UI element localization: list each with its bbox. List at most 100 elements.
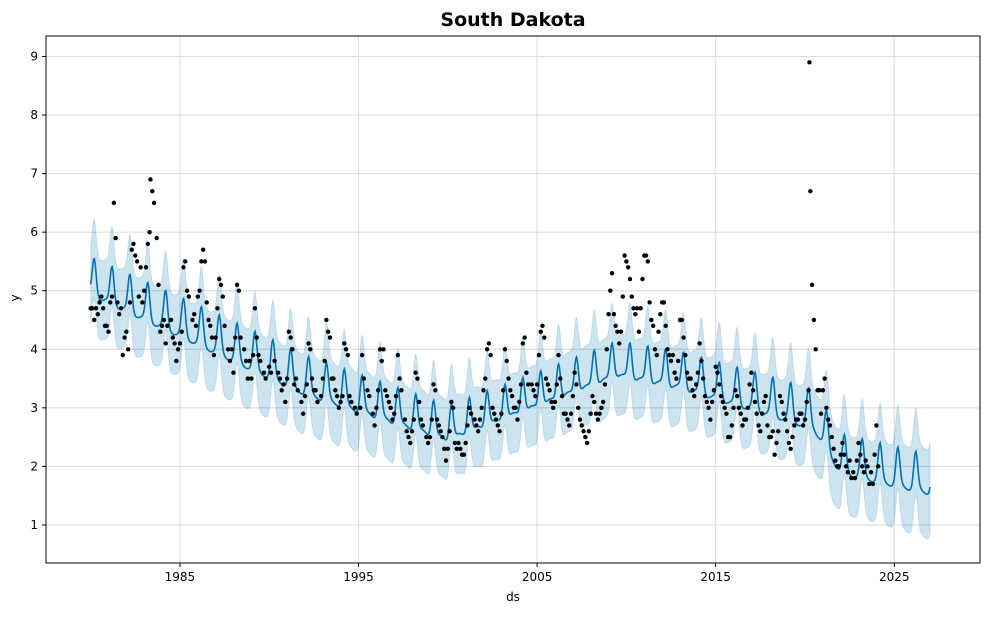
observed-point <box>449 399 454 405</box>
observed-point <box>458 446 463 452</box>
observed-point <box>467 405 472 411</box>
observed-point <box>508 388 513 393</box>
observed-point <box>217 276 222 282</box>
observed-point <box>100 306 106 311</box>
observed-point <box>242 347 247 352</box>
observed-point <box>272 358 277 364</box>
observed-point <box>804 399 809 405</box>
observed-point <box>131 241 136 247</box>
observed-point <box>334 393 340 399</box>
observed-point <box>672 370 677 375</box>
x-tick-label: 1985 <box>165 570 196 584</box>
observed-point <box>715 370 720 375</box>
observed-point <box>492 411 497 416</box>
observed-point <box>820 388 826 393</box>
observed-point <box>425 440 431 446</box>
observed-point <box>393 393 399 399</box>
observed-point <box>197 288 202 293</box>
observed-point <box>309 376 315 381</box>
observed-point <box>783 417 788 422</box>
observed-point <box>697 341 702 346</box>
observed-point <box>763 393 768 399</box>
observed-point <box>759 411 765 416</box>
observed-point <box>754 411 759 416</box>
observed-point <box>381 347 386 352</box>
observed-point <box>683 352 688 358</box>
observed-point <box>717 382 722 387</box>
observed-point <box>397 376 402 381</box>
observed-point <box>706 405 711 411</box>
observed-point <box>190 317 195 323</box>
observed-point <box>599 405 604 411</box>
observed-point <box>520 341 526 346</box>
observed-point <box>786 440 792 446</box>
observed-point <box>158 329 163 334</box>
observed-point <box>97 300 102 305</box>
observed-point <box>172 341 177 346</box>
observed-point <box>475 429 481 434</box>
ticks-layer: 1985 1995 2005 2015 2025 1 2 3 4 5 6 7 8 9 <box>30 49 909 584</box>
observed-point <box>359 352 365 358</box>
observed-point <box>150 188 155 194</box>
observed-point <box>629 294 634 299</box>
observed-point <box>222 323 227 329</box>
observed-point <box>277 376 283 381</box>
observed-point <box>575 405 581 411</box>
observed-point <box>117 311 122 317</box>
observed-point <box>261 370 267 375</box>
observed-point <box>608 288 613 293</box>
observed-point <box>615 329 620 334</box>
observed-point <box>283 399 288 405</box>
observed-point <box>218 282 224 288</box>
observed-point <box>747 382 752 387</box>
observed-point <box>481 388 486 393</box>
observed-point <box>624 259 629 264</box>
observed-point <box>256 352 261 358</box>
observed-point <box>522 335 527 340</box>
observed-point <box>499 411 504 416</box>
observed-point <box>808 188 813 194</box>
observed-point <box>524 370 529 375</box>
observed-point <box>165 323 170 329</box>
observed-point <box>518 382 524 387</box>
observed-point <box>163 341 168 346</box>
observed-point <box>493 417 499 422</box>
observed-point <box>647 300 652 305</box>
observed-point <box>811 317 817 323</box>
observed-point <box>784 429 790 434</box>
observed-point <box>861 470 867 475</box>
observed-point <box>315 399 320 405</box>
observed-point <box>200 247 206 252</box>
observed-point <box>320 376 326 381</box>
observed-point <box>790 434 795 440</box>
observed-point <box>375 388 381 393</box>
observed-point <box>558 376 563 381</box>
observed-point <box>661 300 667 305</box>
observed-point <box>281 382 286 387</box>
x-tick-label: 2005 <box>522 570 553 584</box>
observed-point <box>349 399 354 405</box>
x-tick-label: 2015 <box>700 570 731 584</box>
observed-point <box>93 306 99 311</box>
observed-point <box>618 329 624 334</box>
observed-point <box>542 335 547 340</box>
observed-point <box>497 429 502 434</box>
y-tick-label: 5 <box>30 284 38 298</box>
observed-point <box>343 347 349 352</box>
observed-point <box>325 329 331 334</box>
observed-point <box>474 423 479 428</box>
observed-point <box>550 405 556 411</box>
observed-point <box>250 352 256 358</box>
observed-point <box>213 335 218 340</box>
observed-point <box>418 417 424 422</box>
observed-point <box>434 417 440 422</box>
observed-point <box>193 323 199 329</box>
observed-point <box>579 423 584 428</box>
observed-point <box>840 440 845 446</box>
observed-point <box>120 352 125 358</box>
observed-point <box>774 440 779 446</box>
observed-point <box>352 405 358 411</box>
observed-point <box>367 393 372 399</box>
observed-point <box>308 347 313 352</box>
observed-point <box>192 311 197 317</box>
